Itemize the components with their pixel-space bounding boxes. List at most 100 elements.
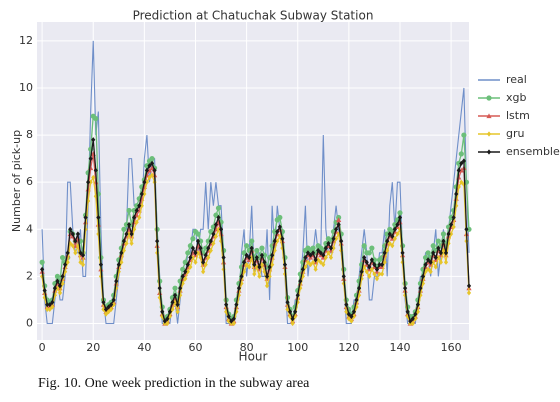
data-point [326,250,331,256]
data-point [290,316,295,322]
data-point [144,167,149,173]
data-point [121,238,126,244]
data-point [139,191,144,197]
data-point [316,257,321,263]
data-point [116,262,121,268]
data-point [351,309,357,315]
data-point [208,238,213,244]
data-point [42,287,47,294]
data-point [249,245,254,251]
data-point [203,252,208,258]
data-point [221,254,226,261]
data-point [149,165,155,171]
data-point [321,252,326,258]
data-point [361,243,367,249]
data-point [126,207,132,214]
data-point [206,254,211,261]
data-point [456,160,462,166]
data-point [415,302,420,308]
data-point [261,252,268,258]
data-point [413,316,418,322]
x-tick-label: 120 [338,341,359,354]
data-point [423,262,428,268]
y-tick-label: 0 [26,317,33,330]
data-point [303,254,308,261]
data-point [147,163,152,169]
data-point [88,179,93,185]
data-point [185,269,190,275]
data-point [231,316,236,322]
data-point [52,285,57,291]
data-point [109,306,114,312]
data-point [70,231,75,237]
data-point [277,214,283,221]
data-point [333,226,339,232]
data-point [236,285,242,291]
data-point [333,236,339,242]
data-point [144,179,149,185]
data-point [65,259,70,265]
data-point [101,299,106,305]
data-point [354,297,359,303]
data-point [346,316,351,322]
data-point [449,221,454,228]
data-point [149,156,155,162]
data-point [464,226,469,232]
data-point [91,174,96,181]
data-point [310,250,316,256]
data-point [185,262,190,268]
data-point [247,264,252,270]
data-point [300,266,305,272]
data-point [134,219,139,225]
data-point [428,269,433,275]
data-point [73,238,78,244]
data-point [372,262,377,268]
data-point [372,271,377,277]
y-tick-label: 2 [26,269,33,282]
data-point [50,299,55,305]
data-point [93,115,99,122]
data-point [451,214,456,221]
data-point [426,266,431,272]
data-point [395,221,400,228]
data-point [369,245,375,251]
data-point [247,254,252,261]
data-point [366,250,372,256]
data-point [254,264,259,270]
data-point [187,243,193,249]
data-point [349,313,354,320]
data-point [454,191,459,197]
data-point [364,269,369,275]
data-point [451,224,456,230]
data-point [213,221,219,228]
data-point [400,250,405,256]
data-point [121,247,126,254]
data-point [377,271,382,277]
data-point [75,231,80,237]
data-point [433,264,438,270]
data-point [50,304,55,310]
data-point [80,252,86,258]
data-point [78,259,83,265]
data-point [436,245,441,251]
x-tick-label: 80 [240,341,254,354]
data-point [183,276,188,282]
data-point [308,252,313,258]
data-point [359,269,364,275]
data-point [420,273,426,279]
plot-background [37,22,469,340]
data-point [310,245,316,251]
data-point [195,250,201,256]
data-point [114,278,119,284]
data-point [328,245,334,251]
data-point [351,313,357,320]
data-point [328,254,334,261]
data-point [132,214,137,221]
legend-label: xgb [506,91,526,104]
data-point [190,254,196,261]
data-point [290,320,295,327]
data-point [275,238,280,244]
data-point [336,221,341,228]
legend-label: real [506,73,527,86]
data-point [443,259,449,265]
